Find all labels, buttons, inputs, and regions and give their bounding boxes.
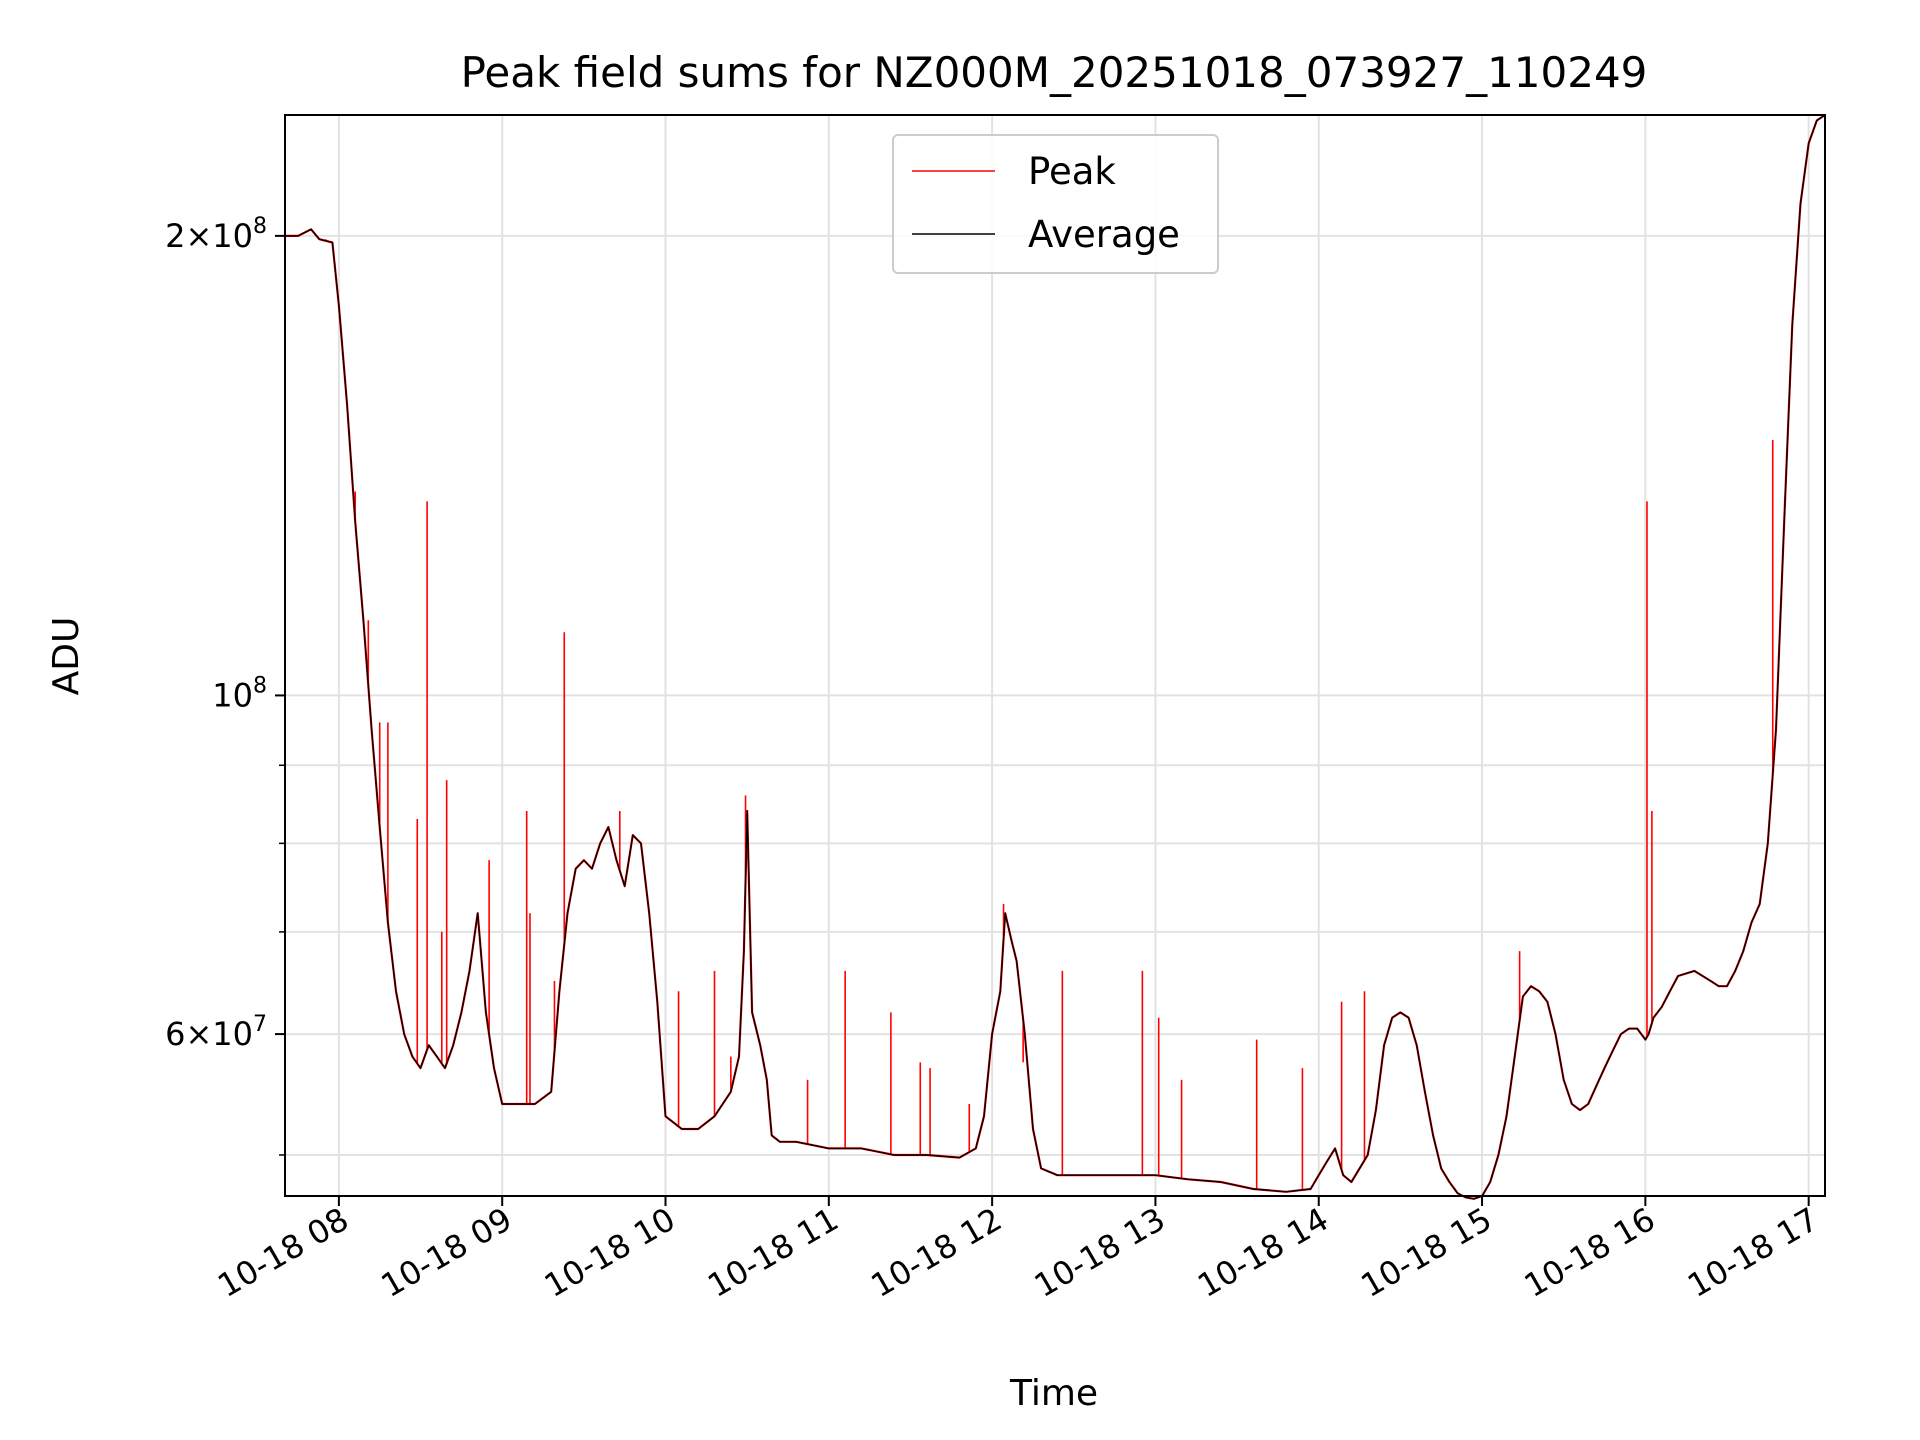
legend-label-peak: Peak	[1028, 150, 1116, 193]
y-tick-label: 6×107	[165, 1012, 267, 1053]
average-series-line	[285, 114, 1826, 1200]
y-axis-label: ADU	[46, 617, 87, 696]
legend-label-average: Average	[1028, 213, 1180, 256]
y-tick-label: 2×108	[165, 214, 267, 255]
legend: Peak Average	[892, 134, 1219, 274]
legend-box	[892, 134, 1219, 274]
plot-frame	[284, 114, 1826, 1197]
plot-lines	[285, 114, 1826, 1200]
chart-title: Peak field sums for NZ000M_20251018_0739…	[461, 48, 1648, 97]
x-axis-label: Time	[1009, 1373, 1098, 1414]
